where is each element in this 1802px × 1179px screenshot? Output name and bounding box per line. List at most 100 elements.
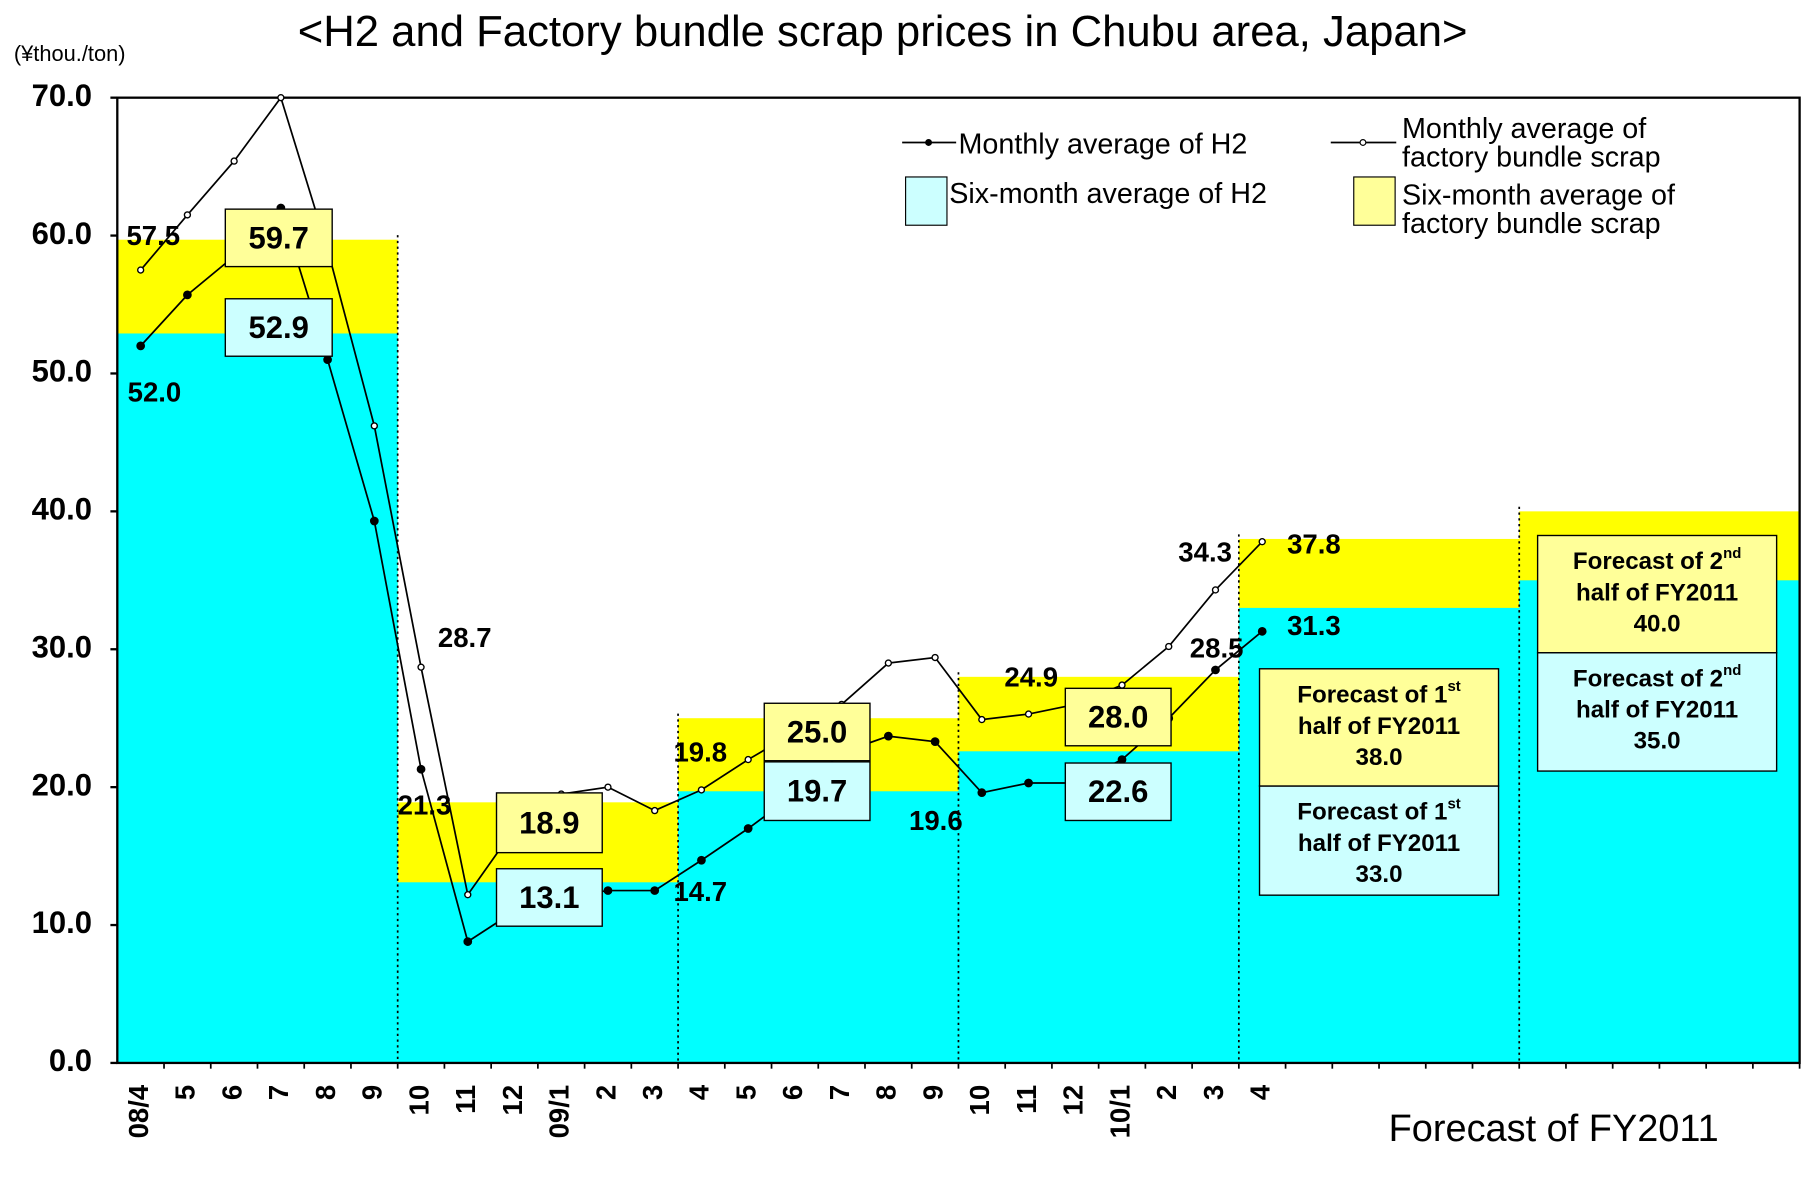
monthly-point [978,715,986,724]
box-value-label: 40.0 [1634,610,1681,637]
x-tick-label: 3 [637,1085,668,1100]
monthly-point [1117,755,1127,764]
x-tick-label: 6 [777,1085,808,1100]
value-box [1064,687,1172,747]
data-label: 21.3 [398,789,452,820]
x-tick-label: 12 [497,1085,528,1116]
monthly-point [1258,538,1266,546]
legend-swatch [1353,176,1396,226]
x-axis-label: Forecast of FY2011 [1389,1108,1719,1150]
x-tick-label: 6 [216,1085,247,1100]
legend-label: Six-month average of factory bundle scrap [1402,179,1676,240]
x-tick-label: 7 [263,1085,294,1100]
forecast-note-text: Forecast of 1 [1297,682,1447,709]
monthly-point [650,886,660,895]
data-label: 28.7 [438,622,492,653]
data-label: 19.6 [909,805,963,836]
forecast-note: half of FY2011 [1576,697,1738,724]
monthly-point [369,516,379,526]
value-box [495,792,603,854]
data-label: 52.0 [128,376,182,407]
monthly-point [277,93,285,102]
six-month-band [678,791,959,1063]
chart-title: <H2 and Factory bundle scrap prices in C… [298,7,1468,56]
monthly-point [931,653,939,662]
value-box [763,702,871,762]
x-tick-label: 09/1 [544,1085,575,1139]
value-box [1258,668,1500,787]
y-tick-label: 70.0 [32,78,92,113]
monthly-point [323,355,332,365]
monthly-point [1024,710,1033,718]
legend-label-line: Monthly average of [1402,112,1647,144]
legend-label: Monthly average of factory bundle scrap [1402,112,1661,173]
x-tick-label: 7 [824,1085,855,1100]
x-tick-label: 10 [964,1085,995,1116]
monthly-point [697,855,706,865]
value-box [1536,534,1778,654]
y-tick-label: 0.0 [49,1043,92,1078]
box-value-label: 38.0 [1356,744,1403,771]
box-value-label: 18.9 [519,805,579,840]
value-box [495,868,603,927]
monthly-point [744,755,752,764]
data-label: 57.5 [126,220,180,251]
y-tick-label: 40.0 [32,492,92,527]
data-label: 19.8 [673,737,727,768]
x-tick-label: 9 [917,1085,948,1100]
x-tick-label: 5 [730,1085,761,1100]
x-tick-label: 2 [590,1085,621,1100]
forecast-note: half of FY2011 [1576,579,1738,606]
monthly-point [697,786,706,794]
x-tick-label: 11 [450,1085,481,1114]
forecast-note-text: Forecast of 1 [1297,799,1447,826]
monthly-point [1257,626,1267,636]
x-tick-label: 5 [170,1085,201,1100]
x-tick-label: 4 [1244,1084,1275,1100]
x-tick-label: 10/1 [1104,1085,1135,1139]
forecast-note-sup: nd [1723,662,1741,679]
legend-marker [925,139,933,146]
data-label: 28.5 [1190,633,1244,664]
forecast-note: half of FY2011 [1298,830,1460,857]
monthly-point [1024,778,1033,788]
monthly-point [370,422,378,430]
legend-label-line: factory bundle scrap [1402,141,1661,173]
x-tick-label: 8 [871,1085,902,1100]
monthly-point [136,341,146,351]
data-label: 31.3 [1287,610,1341,641]
forecast-note: half of FY2011 [1298,713,1460,740]
y-tick-label: 30.0 [32,629,92,664]
monthly-point [603,886,613,895]
legend-label-line: factory bundle scrap [1402,208,1661,240]
value-box [1536,652,1778,772]
box-value-label: 25.0 [787,714,847,749]
y-tick-label: 20.0 [32,767,92,802]
monthly-point [604,783,612,791]
x-tick-label: 3 [1198,1085,1229,1100]
box-value-label: 52.9 [249,310,309,345]
six-month-band [117,333,398,1063]
forecast-note: Forecast of 2nd [1573,662,1741,693]
forecast-note: Forecast of 1st [1297,795,1460,826]
legend-swatch [905,176,948,226]
forecast-note-text: Forecast of 2 [1573,666,1723,693]
box-value-label: 33.0 [1356,861,1403,888]
monthly-point [183,290,192,300]
value-box [224,298,333,357]
x-tick-label: 11 [1011,1085,1042,1114]
data-label: 14.7 [673,876,727,907]
monthly-point [977,788,987,798]
monthly-point [743,824,753,833]
data-label: 34.3 [1178,537,1232,568]
x-tick-label: 9 [357,1085,388,1100]
forecast-note-text: Forecast of 2 [1573,548,1723,575]
forecast-note-sup: st [1447,795,1460,812]
forecast-note: Forecast of 1st [1297,678,1460,709]
value-box [1064,762,1172,822]
value-box [763,761,871,822]
data-label: 37.8 [1287,529,1341,560]
monthly-point [464,891,472,899]
y-tick-label: 10.0 [32,905,92,940]
